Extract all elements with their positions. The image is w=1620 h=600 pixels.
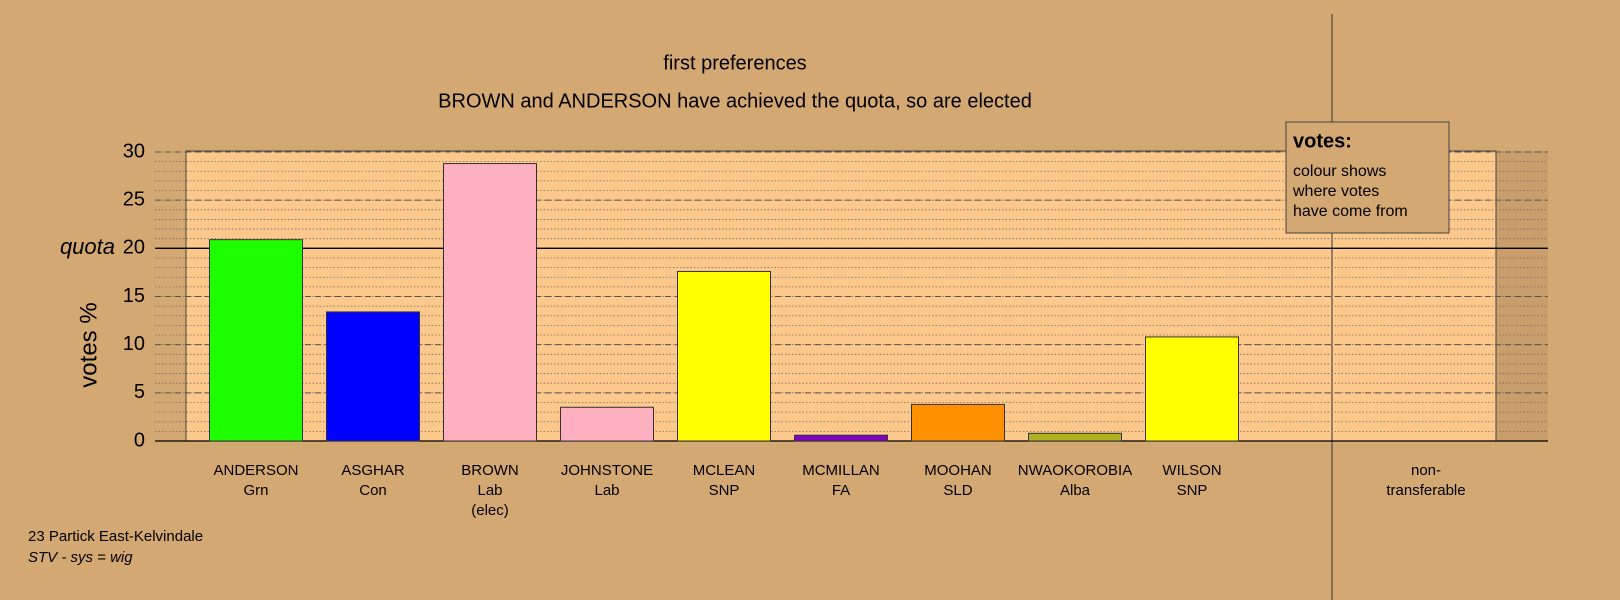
bar: [209, 239, 303, 442]
x-tick-label: NWAOKOROBIA: [1018, 462, 1132, 479]
y-axis-label: votes %: [75, 302, 102, 387]
x-tick-label: SLD: [943, 482, 972, 499]
legend-box: [1285, 121, 1450, 234]
bar: [1028, 432, 1122, 442]
x-tick-label: non-: [1411, 462, 1441, 479]
x-tick-label: (elec): [471, 502, 509, 519]
x-tick-label: JOHNSTONE: [561, 462, 653, 479]
x-tick-label: Con: [359, 482, 387, 499]
legend-text: colour shows: [1293, 163, 1386, 180]
quota-label: quota: [60, 234, 115, 259]
bar: [326, 311, 420, 442]
y-tick-label: 25: [123, 188, 145, 210]
x-tick-label: FA: [832, 482, 850, 499]
x-tick-label: MOOHAN: [924, 462, 992, 479]
legend-text: have come from: [1293, 203, 1408, 220]
chart-subtitle: BROWN and ANDERSON have achieved the quo…: [438, 90, 1032, 112]
y-tick-label: 5: [134, 381, 145, 403]
x-tick-label: WILSON: [1162, 462, 1221, 479]
y-tick-label: 0: [134, 429, 145, 451]
y-tick-label: 30: [123, 140, 145, 162]
x-tick-label: BROWN: [461, 462, 519, 479]
x-tick-label: Alba: [1060, 482, 1091, 499]
bar: [560, 406, 654, 442]
x-tick-label: Lab: [477, 482, 502, 499]
bar: [677, 270, 771, 442]
x-tick-label: Grn: [243, 482, 268, 499]
x-tick-label: transferable: [1386, 482, 1465, 499]
x-tick-label: MCMILLAN: [802, 462, 880, 479]
legend-text: where votes: [1292, 183, 1379, 200]
legend-title: votes:: [1293, 130, 1352, 152]
x-tick-label: SNP: [1177, 482, 1208, 499]
x-tick-label: Lab: [594, 482, 619, 499]
y-tick-label: 15: [123, 285, 145, 307]
footer: 23 Partick East-Kelvindale: [28, 528, 203, 545]
bar: [911, 403, 1005, 442]
y-tick-label: 10: [123, 333, 145, 355]
x-tick-label: ASGHAR: [341, 462, 405, 479]
x-tick-label: MCLEAN: [693, 462, 756, 479]
bar: [794, 434, 888, 442]
bar: [443, 163, 537, 442]
chart-title: first preferences: [663, 52, 806, 74]
x-tick-label: ANDERSON: [213, 462, 298, 479]
x-tick-label: SNP: [709, 482, 740, 499]
y-tick-label: 20: [123, 237, 145, 259]
bar: [1145, 336, 1239, 442]
footer: STV - sys = wig: [28, 549, 133, 566]
